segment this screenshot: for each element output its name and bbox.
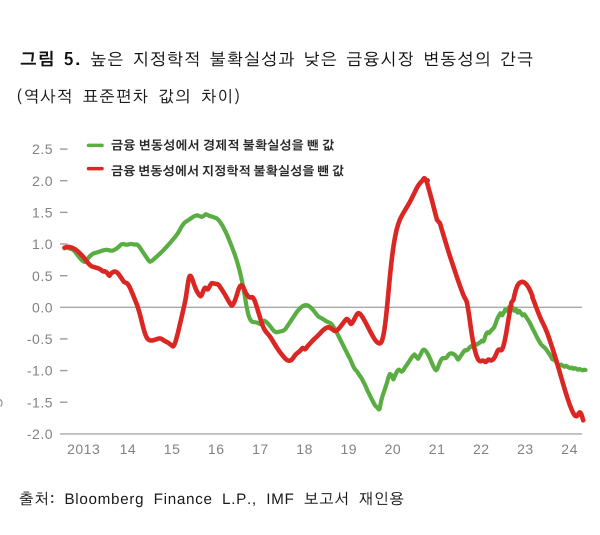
svg-text:-1.0: -1.0: [27, 363, 53, 379]
svg-text:-2.0: -2.0: [27, 426, 53, 442]
svg-text:21: 21: [429, 441, 446, 457]
svg-text:17: 17: [252, 441, 269, 457]
svg-text:14: 14: [120, 441, 137, 457]
svg-text:0.5: 0.5: [32, 268, 53, 284]
svg-text:-1.5: -1.5: [27, 394, 53, 410]
svg-text:0.0: 0.0: [32, 299, 53, 315]
svg-text:19: 19: [341, 441, 358, 457]
svg-text:2.5: 2.5: [32, 141, 53, 157]
svg-text:16: 16: [208, 441, 225, 457]
svg-text:2.0: 2.0: [32, 173, 53, 189]
svg-text:15: 15: [164, 441, 181, 457]
svg-text:1.5: 1.5: [32, 205, 53, 221]
svg-text:2013: 2013: [67, 441, 100, 457]
svg-text:23: 23: [517, 441, 534, 457]
svg-text:1.0: 1.0: [32, 236, 53, 252]
svg-text:-0.5: -0.5: [27, 331, 53, 347]
svg-text:24: 24: [561, 441, 578, 457]
svg-text:18: 18: [296, 441, 313, 457]
svg-text:22: 22: [473, 441, 490, 457]
svg-text:20: 20: [385, 441, 402, 457]
